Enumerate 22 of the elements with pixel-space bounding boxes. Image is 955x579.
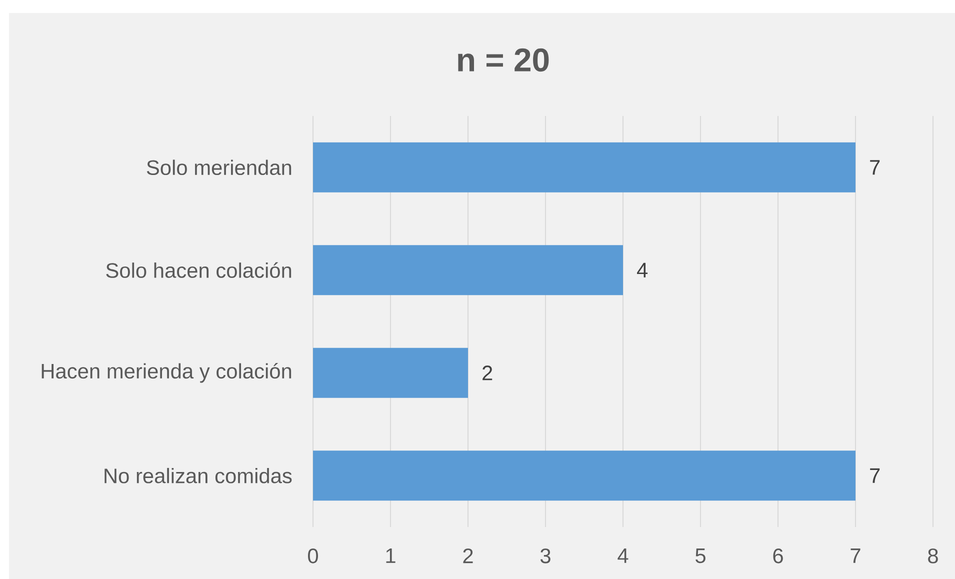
y-tick-label: Solo meriendan: [146, 160, 292, 176]
data-label: 7: [870, 160, 880, 175]
x-tick-label: 2: [463, 548, 473, 564]
data-label: 4: [637, 262, 648, 278]
x-tick-label: 5: [696, 548, 706, 564]
data-label: 7: [870, 468, 880, 483]
x-tick-label: 4: [618, 548, 628, 563]
y-tick-label: No realizan comidas: [104, 468, 292, 484]
x-tick-label: 6: [773, 548, 783, 564]
bar: [313, 450, 856, 501]
x-tick-label: 0: [308, 548, 318, 564]
bar: [313, 245, 624, 296]
y-tick-label: Hacen merienda y colación: [42, 362, 292, 383]
chart-title: n = 20: [458, 48, 549, 72]
x-tick-label: 1: [386, 548, 396, 563]
bar: [313, 348, 468, 398]
x-tick-label: 7: [850, 548, 860, 563]
bar: [313, 142, 856, 192]
x-tick-label: 8: [928, 548, 938, 564]
y-tick-label: Solo hacen colación: [106, 262, 292, 278]
data-label: 2: [482, 366, 492, 380]
x-tick-label: 3: [540, 548, 550, 564]
